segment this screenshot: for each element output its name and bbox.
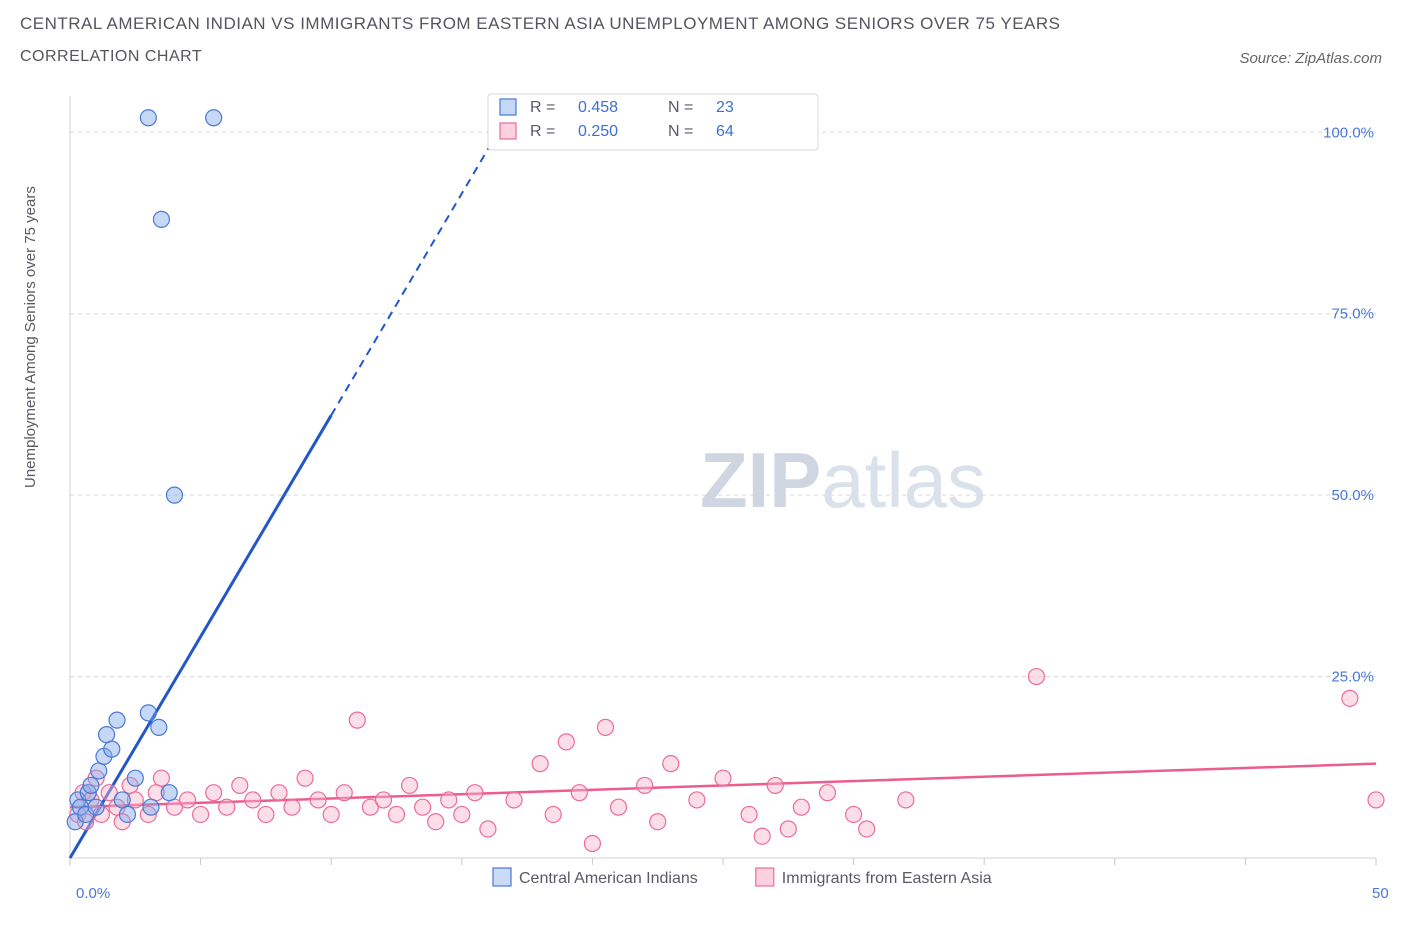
svg-text:23: 23: [716, 99, 734, 116]
svg-text:0.458: 0.458: [578, 99, 618, 116]
svg-text:N =: N =: [668, 123, 693, 140]
svg-text:75.0%: 75.0%: [1331, 306, 1374, 323]
svg-text:ZIPatlas: ZIPatlas: [700, 436, 986, 524]
title-line-1: CENTRAL AMERICAN INDIAN VS IMMIGRANTS FR…: [20, 14, 1061, 34]
svg-text:50.0%: 50.0%: [1372, 885, 1388, 902]
svg-text:N =: N =: [668, 99, 693, 116]
svg-text:Immigrants from Eastern Asia: Immigrants from Eastern Asia: [782, 870, 992, 887]
svg-text:0.0%: 0.0%: [76, 885, 110, 902]
svg-text:25.0%: 25.0%: [1331, 669, 1374, 686]
svg-text:R =: R =: [530, 123, 555, 140]
svg-text:100.0%: 100.0%: [1323, 124, 1374, 141]
svg-text:Central American Indians: Central American Indians: [519, 870, 698, 887]
svg-text:R =: R =: [530, 99, 555, 116]
chart-title: CENTRAL AMERICAN INDIAN VS IMMIGRANTS FR…: [20, 14, 1061, 66]
svg-text:50.0%: 50.0%: [1331, 487, 1374, 504]
svg-text:64: 64: [716, 123, 734, 140]
source-label: Source: ZipAtlas.com: [1239, 50, 1382, 67]
svg-text:0.250: 0.250: [578, 123, 618, 140]
title-line-2: CORRELATION CHART: [20, 48, 1061, 66]
scatter-plot: 25.0% 50.0% 75.0% 100.0% ZIPatlas 0.0% 50.0% R …: [58, 88, 1388, 924]
chart-area: Unemployment Among Seniors over 75 years…: [58, 88, 1388, 898]
y-axis-label: Unemployment Among Seniors over 75 years: [22, 186, 39, 488]
